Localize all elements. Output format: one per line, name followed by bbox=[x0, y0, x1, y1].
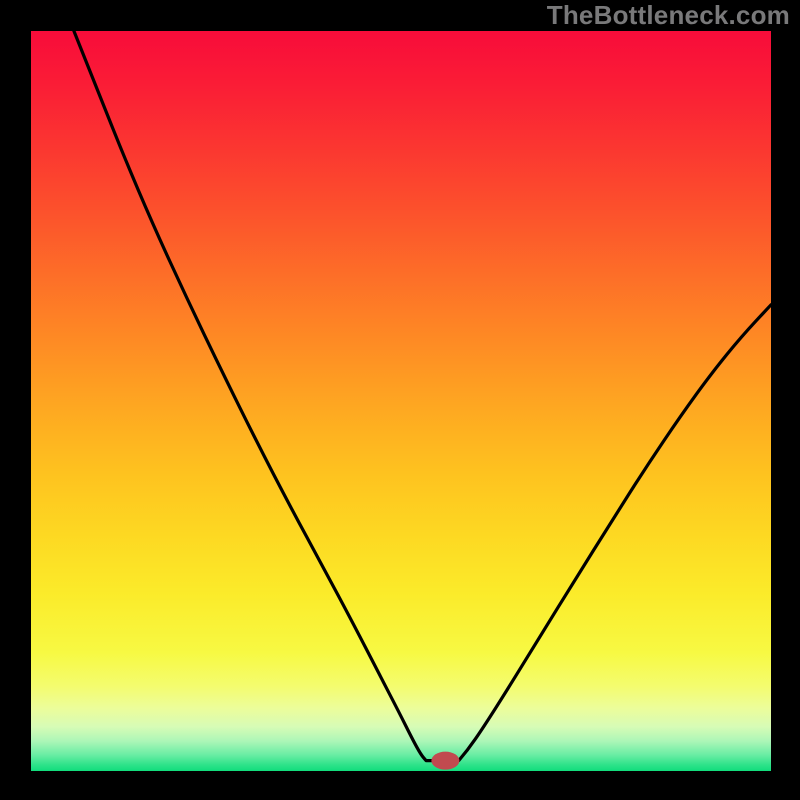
stage: TheBottleneck.com bbox=[0, 0, 800, 800]
watermark-text: TheBottleneck.com bbox=[547, 0, 790, 31]
optimal-point-marker bbox=[431, 752, 459, 770]
chart-background bbox=[31, 31, 771, 771]
bottleneck-chart bbox=[31, 31, 771, 771]
